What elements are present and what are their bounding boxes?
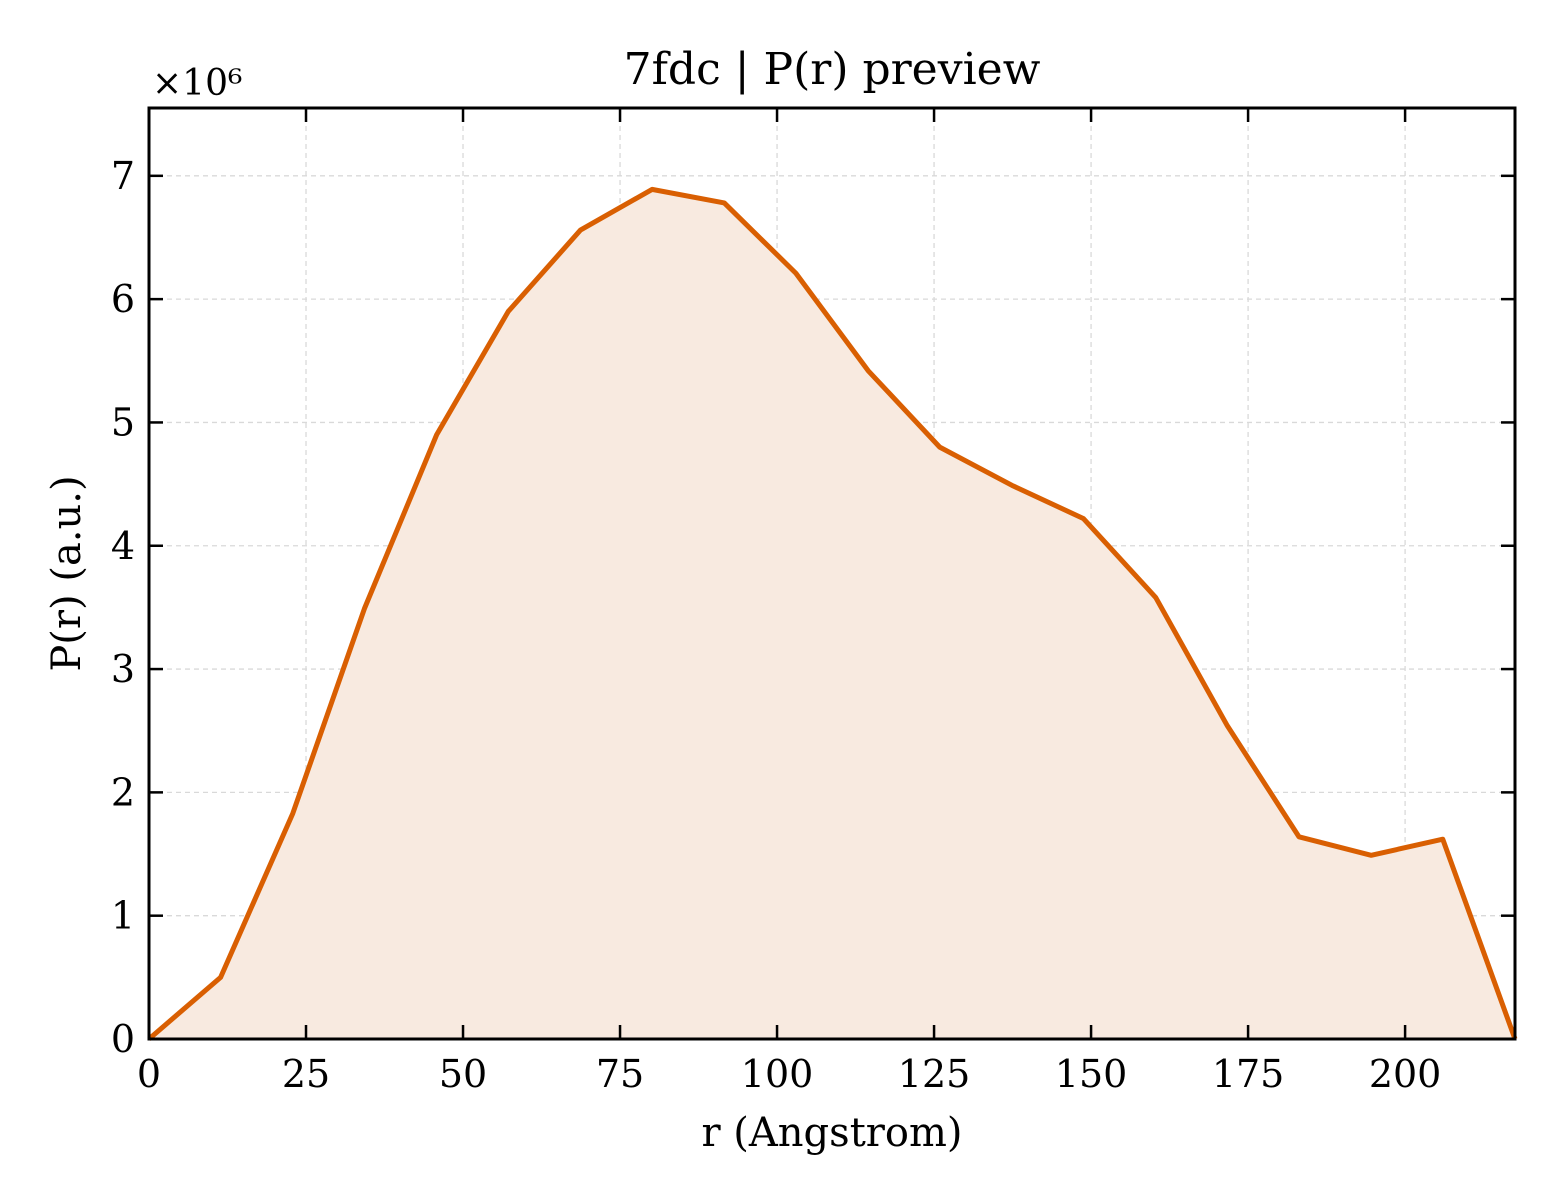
data-point <box>937 445 942 450</box>
data-point <box>1225 723 1230 728</box>
data-point <box>578 228 583 233</box>
y-tick-label: 7 <box>111 154 135 198</box>
data-point <box>434 432 439 437</box>
axis-ticks: 0 25 50 75 100 125 150 175 200 0 1 2 3 4 5 6 7 <box>111 108 1515 1096</box>
data-point <box>1153 595 1158 600</box>
data-point <box>506 309 511 314</box>
x-tick-label: 150 <box>1055 1052 1128 1096</box>
data-point <box>362 606 367 611</box>
data-point <box>1296 834 1301 839</box>
x-tick-label: 75 <box>596 1052 644 1096</box>
data-point <box>1369 853 1374 858</box>
data-point <box>866 368 871 373</box>
x-tick-label: 50 <box>439 1052 487 1096</box>
x-axis-label: r (Angstrom) <box>701 1110 962 1156</box>
x-tick-label: 175 <box>1212 1052 1285 1096</box>
x-tick-label: 200 <box>1369 1052 1442 1096</box>
series-line <box>147 186 1518 1041</box>
data-point <box>218 975 223 980</box>
data-point <box>290 811 295 816</box>
y-tick-label: 2 <box>111 770 135 814</box>
y-tick-label: 1 <box>111 894 135 938</box>
area-fill <box>149 189 1515 1039</box>
y-axis-multiplier: ×10⁶ <box>152 63 242 104</box>
plot-frame <box>147 106 1517 1041</box>
data-point <box>1081 516 1086 521</box>
data-point <box>1009 483 1014 488</box>
x-tick-label: 25 <box>282 1052 330 1096</box>
x-tick-label: 125 <box>898 1052 971 1096</box>
y-tick-label: 4 <box>111 524 135 568</box>
data-point <box>650 187 655 192</box>
x-tick-label: 0 <box>137 1052 161 1096</box>
y-tick-label: 3 <box>111 647 135 691</box>
y-axis-label: P(r) (a.u.) <box>44 475 90 671</box>
y-tick-label: 6 <box>111 277 135 321</box>
y-tick-label: 0 <box>111 1017 135 1061</box>
data-point <box>722 200 727 205</box>
data-point <box>793 271 798 276</box>
chart-title: 7fdc | P(r) preview <box>624 44 1041 95</box>
y-tick-label: 5 <box>111 400 135 444</box>
data-point <box>1440 837 1445 842</box>
x-tick-label: 100 <box>741 1052 814 1096</box>
